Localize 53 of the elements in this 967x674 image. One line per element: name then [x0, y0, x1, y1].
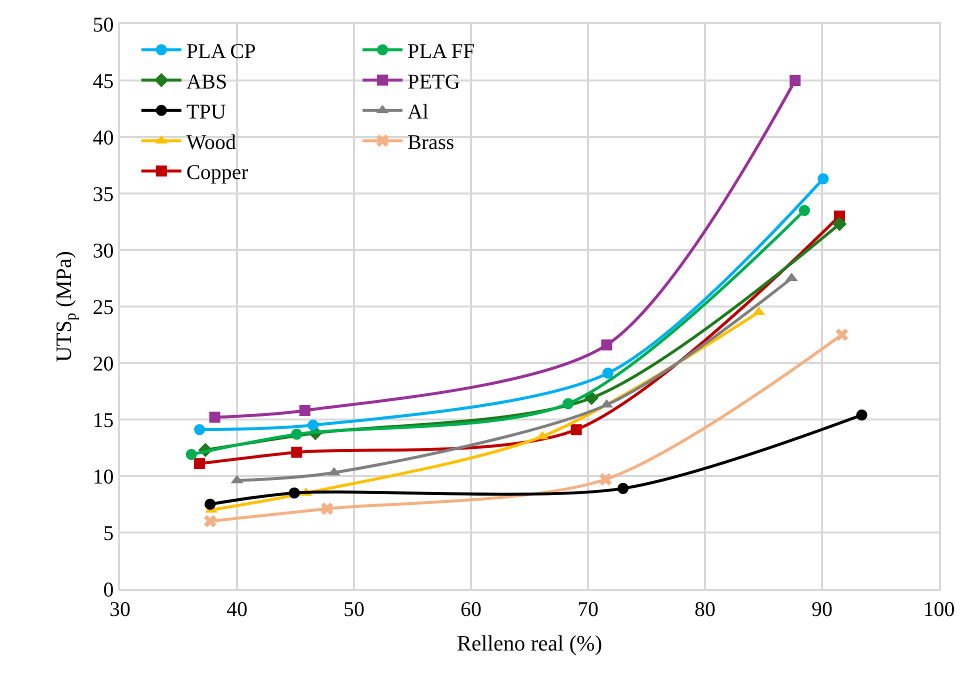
- point: [209, 412, 220, 423]
- y-tick-label: 20: [92, 351, 114, 376]
- legend-label: Wood: [186, 130, 237, 154]
- point: [856, 409, 868, 420]
- point: [790, 75, 801, 86]
- legend-label: PLA FF: [408, 38, 475, 63]
- y-tick-label: 5: [103, 520, 114, 545]
- legend-label: Copper: [186, 160, 248, 184]
- point: [618, 482, 629, 494]
- point: [291, 446, 302, 458]
- point: [204, 514, 216, 528]
- y-tick-label: 50: [92, 12, 114, 36]
- point: [320, 502, 334, 515]
- legend-label: Al: [408, 100, 429, 124]
- point: [291, 428, 302, 440]
- point: [186, 449, 197, 460]
- x-tick-label: 70: [578, 597, 598, 622]
- point: [194, 458, 206, 470]
- point: [602, 368, 614, 379]
- x-tick-label: 80: [694, 597, 716, 622]
- y-tick-label: 35: [92, 182, 114, 206]
- point: [832, 216, 847, 232]
- point: [798, 204, 810, 216]
- point: [599, 473, 612, 486]
- legend-label: PETG: [408, 69, 460, 94]
- x-axis-title: Relleno real (%): [456, 630, 602, 656]
- x-tick-label: 60: [460, 597, 482, 622]
- point: [194, 424, 206, 436]
- x-tick-label: 100: [923, 597, 955, 622]
- y-tick-label: 30: [92, 238, 114, 262]
- x-tick-label: 50: [344, 597, 364, 622]
- point: [299, 404, 310, 416]
- point: [562, 398, 574, 410]
- x-tick-label: 40: [226, 597, 248, 622]
- point: [288, 487, 300, 498]
- legend-label: PLA CP: [186, 38, 256, 63]
- y-tick-label: 10: [92, 464, 114, 488]
- y-tick-label: 45: [92, 68, 114, 93]
- legend-label: ABS: [186, 69, 228, 94]
- point: [601, 339, 612, 350]
- y-tick-label: 40: [92, 125, 114, 150]
- x-tick-label: 90: [812, 597, 832, 622]
- y-tick-label: 25: [92, 294, 114, 319]
- legend-label: Brass: [408, 130, 454, 154]
- legend-label: TPU: [186, 100, 226, 124]
- point: [204, 498, 216, 510]
- y-tick-label: 0: [103, 577, 114, 602]
- point: [818, 173, 829, 184]
- point: [308, 420, 319, 431]
- y-tick-label: 15: [92, 408, 114, 432]
- point: [584, 390, 599, 406]
- point: [836, 328, 848, 341]
- point: [570, 424, 582, 436]
